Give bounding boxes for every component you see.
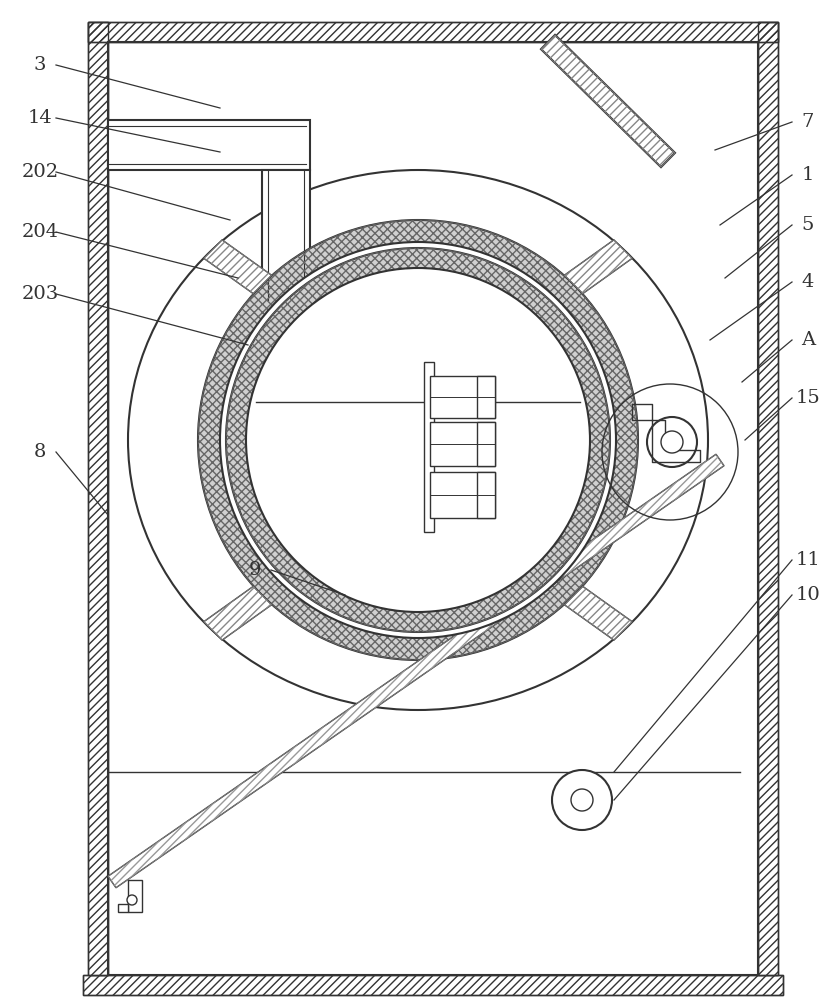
Circle shape [647,417,697,467]
Text: 11: 11 [796,551,820,569]
Bar [128,880,142,912]
Text: 5: 5 [802,216,814,234]
Text: 14: 14 [28,109,53,127]
Text: 8: 8 [33,443,46,461]
Bar [430,422,495,466]
Polygon shape [564,240,632,294]
Circle shape [127,895,137,905]
Bar [477,422,495,466]
Bar [88,22,108,975]
Text: 4: 4 [802,273,814,291]
Circle shape [552,770,612,830]
Polygon shape [564,586,632,640]
Text: 204: 204 [22,223,59,241]
Text: 3: 3 [33,56,46,74]
Bar [108,120,310,170]
Circle shape [226,248,610,632]
Bar [477,376,495,418]
Bar [88,22,778,42]
Text: 10: 10 [796,586,820,604]
Bar [83,975,783,995]
Bar [118,904,128,912]
Circle shape [246,268,590,612]
Bar [477,472,495,518]
Polygon shape [204,240,272,294]
Bar [88,22,778,42]
Polygon shape [541,35,675,167]
Bar [88,22,108,975]
Circle shape [661,431,683,453]
Bar [424,362,434,532]
Polygon shape [204,586,272,640]
Text: 202: 202 [22,163,59,181]
Text: A: A [801,331,815,349]
Circle shape [198,220,638,660]
Circle shape [220,242,616,638]
Polygon shape [108,454,724,888]
Text: 203: 203 [22,285,59,303]
Text: 7: 7 [802,113,814,131]
Bar [83,975,783,995]
Bar [758,22,778,975]
Text: 1: 1 [802,166,814,184]
Circle shape [571,789,593,811]
Bar [758,22,778,975]
Bar [262,170,310,300]
Text: 9: 9 [249,561,261,579]
Text: 15: 15 [796,389,820,407]
Bar [430,472,495,518]
Bar [430,376,495,418]
